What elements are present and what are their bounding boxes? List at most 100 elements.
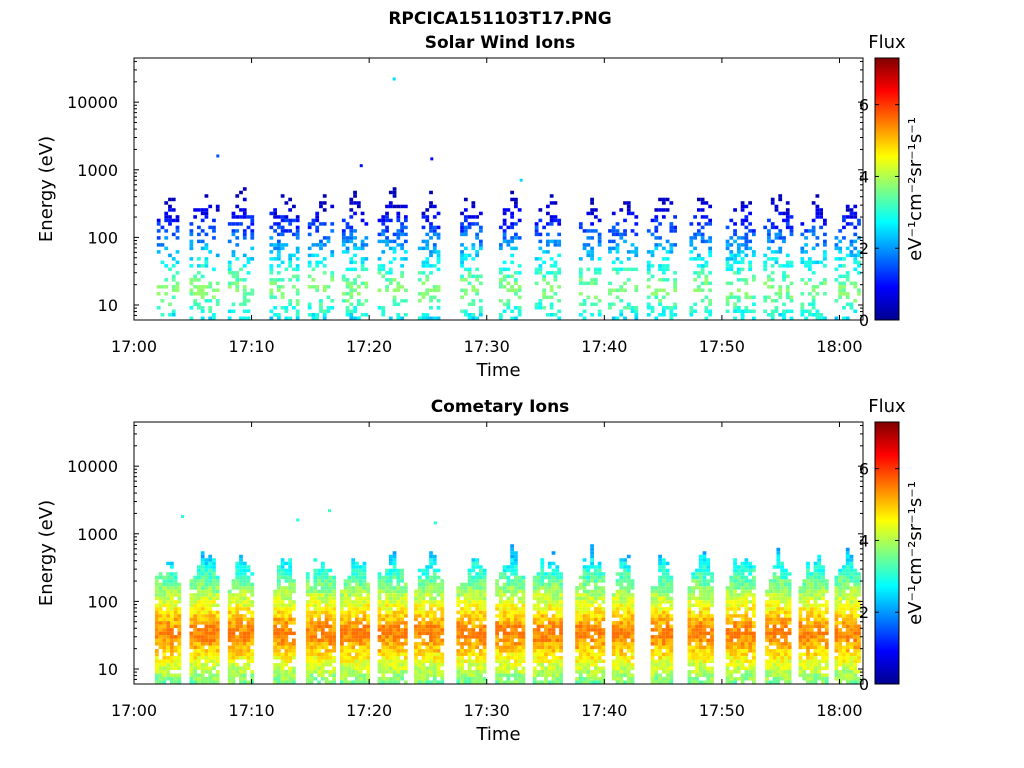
heatmap-cell (510, 673, 515, 678)
heatmap-cell (273, 313, 277, 317)
heatmap-cell (204, 614, 209, 618)
heatmap-cell (403, 250, 408, 254)
heatmap-cell (284, 568, 289, 573)
heatmap-cell (586, 666, 591, 671)
heatmap-cell (235, 278, 240, 282)
heatmap-cell (665, 267, 670, 272)
heatmap-cell (349, 239, 354, 244)
heatmap-cell (578, 635, 583, 639)
heatmap-cell (328, 589, 333, 594)
heatmap-cell (770, 197, 775, 202)
heatmap-cell (215, 582, 220, 587)
heatmap-cell (414, 596, 418, 601)
heatmap-cell (691, 589, 696, 594)
heatmap-cell (559, 659, 563, 664)
heatmap-cell (626, 586, 631, 590)
heatmap-cell (355, 607, 359, 611)
heatmap-cell (471, 215, 476, 219)
heatmap-cell (351, 656, 356, 660)
heatmap-cell (510, 635, 515, 639)
heatmap-cell (162, 624, 167, 629)
heatmap-cell (164, 218, 169, 223)
heatmap-cell (158, 666, 163, 671)
heatmap-cell (362, 565, 367, 569)
heatmap-cell (559, 642, 563, 646)
heatmap-cell (295, 302, 300, 307)
heatmap-cell (559, 572, 563, 576)
heatmap-cell (349, 201, 354, 205)
heatmap-cell (340, 607, 344, 611)
heatmap-cell (355, 624, 359, 629)
heatmap-cell (506, 239, 511, 244)
heatmap-cell (514, 582, 518, 587)
heatmap-cell (355, 586, 359, 590)
heatmap-cell (276, 246, 281, 251)
heatmap-cell (615, 663, 620, 667)
heatmap-cell (693, 257, 697, 261)
heatmap-cell (736, 271, 741, 275)
heatmap-cell (463, 635, 468, 639)
heatmap-cell (189, 586, 194, 590)
heatmap-cell (578, 593, 583, 597)
heatmap-cell (189, 670, 194, 674)
heatmap-cell (305, 614, 310, 618)
heatmap-cell (313, 663, 318, 667)
heatmap-cell (478, 659, 483, 664)
heatmap-cell (601, 638, 606, 643)
heatmap-cell (440, 656, 445, 660)
heatmap-cell (315, 264, 320, 268)
heatmap-cell (388, 624, 393, 629)
heatmap-cell (549, 306, 554, 310)
heatmap-cell (506, 642, 511, 646)
heatmap-cell (536, 659, 541, 664)
heatmap-cell (471, 582, 476, 587)
heatmap-cell (351, 670, 356, 674)
heatmap-cell (532, 649, 537, 653)
heatmap-cell (555, 603, 560, 608)
heatmap-cell (166, 575, 170, 580)
heatmap-cell (425, 659, 430, 664)
heatmap-cell (778, 288, 783, 293)
heatmap-cell (708, 222, 713, 226)
heatmap-cell (578, 645, 583, 650)
heatmap-cell (366, 635, 371, 639)
heatmap-cell (212, 313, 216, 317)
heatmap-cell (189, 631, 194, 636)
heatmap-cell (853, 285, 858, 289)
heatmap-cell (665, 306, 670, 310)
heatmap-cell (774, 208, 779, 212)
heatmap-cell (377, 610, 382, 615)
heatmap-cell (425, 624, 430, 629)
heatmap-cell (510, 236, 515, 240)
heatmap-cell (702, 593, 707, 597)
heatmap-cell (456, 656, 461, 660)
heatmap-cell (396, 635, 401, 639)
heatmap-cell (611, 638, 616, 643)
heatmap-cell (288, 649, 293, 653)
heatmap-cell (623, 575, 627, 580)
heatmap-cell (385, 596, 389, 601)
heatmap-cell (349, 225, 354, 230)
heatmap-cell (752, 316, 756, 320)
heatmap-cell (542, 225, 547, 230)
outlier-point (392, 77, 396, 81)
heatmap-cell (351, 561, 356, 566)
heatmap-cell (593, 278, 598, 282)
heatmap-cell (177, 610, 182, 615)
heatmap-cell (197, 208, 201, 212)
heatmap-cell (696, 271, 701, 275)
heatmap-cell (193, 278, 198, 282)
heatmap-cell (475, 614, 479, 618)
heatmap-cell (295, 309, 300, 314)
heatmap-cell (586, 565, 591, 569)
heatmap-cell (478, 229, 483, 233)
heatmap-cell (590, 313, 594, 317)
heatmap-cell (619, 652, 624, 657)
heatmap-cell (547, 607, 552, 611)
heatmap-cell (586, 572, 591, 576)
heatmap-cell (615, 656, 620, 660)
heatmap-cell (789, 281, 794, 286)
heatmap-cell (502, 656, 507, 660)
heatmap-cell (661, 201, 666, 205)
heatmap-cell (471, 610, 476, 615)
